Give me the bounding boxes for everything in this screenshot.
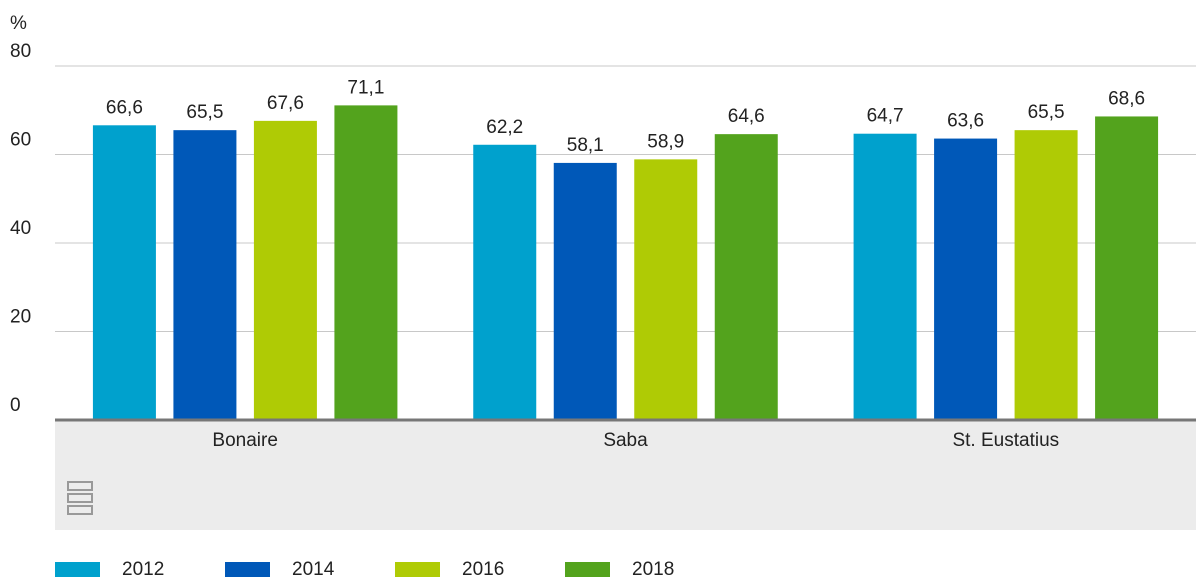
bar [1095, 116, 1159, 420]
legend-label: 2014 [292, 559, 335, 580]
legend-swatch [225, 562, 270, 577]
legend-label: 2018 [632, 559, 674, 580]
x-tick-label: Saba [603, 430, 648, 451]
bar [853, 133, 917, 420]
x-tick-label: Bonaire [212, 430, 278, 451]
bar [173, 130, 237, 420]
legend-label: 2016 [462, 559, 504, 580]
legend-swatch [565, 562, 610, 577]
value-label: 58,9 [647, 131, 684, 152]
value-label: 68,6 [1108, 88, 1145, 109]
bar [253, 120, 317, 421]
category-band [55, 420, 1196, 530]
value-label: 64,6 [728, 106, 765, 127]
value-label: 65,5 [1028, 102, 1065, 123]
y-tick-label: 60 [10, 130, 31, 151]
y-tick-label: 0 [10, 395, 21, 416]
x-tick-label: St. Eustatius [952, 430, 1059, 451]
legend-label: 2012 [122, 559, 164, 580]
y-tick-label: 40 [10, 218, 31, 239]
legend-swatch [55, 562, 100, 577]
y-tick-label: 20 [10, 307, 31, 328]
value-label: 66,6 [106, 97, 143, 118]
logo [67, 481, 93, 515]
value-label: 62,2 [486, 117, 523, 138]
value-label: 67,6 [267, 93, 304, 114]
value-label: 58,1 [567, 135, 604, 156]
bar [334, 105, 398, 420]
bar [553, 162, 617, 420]
value-label: 65,5 [186, 102, 223, 123]
y-tick-label: 80 [10, 41, 31, 62]
bar [634, 159, 698, 420]
y-axis-label: % [10, 13, 27, 34]
bar [473, 144, 537, 420]
bar [92, 125, 156, 421]
value-label: 64,7 [867, 106, 904, 127]
legend-swatch [395, 562, 440, 577]
bar [1014, 130, 1078, 420]
bar [934, 138, 998, 420]
value-label: 63,6 [947, 111, 984, 132]
bar [714, 134, 778, 420]
value-label: 71,1 [347, 77, 384, 98]
